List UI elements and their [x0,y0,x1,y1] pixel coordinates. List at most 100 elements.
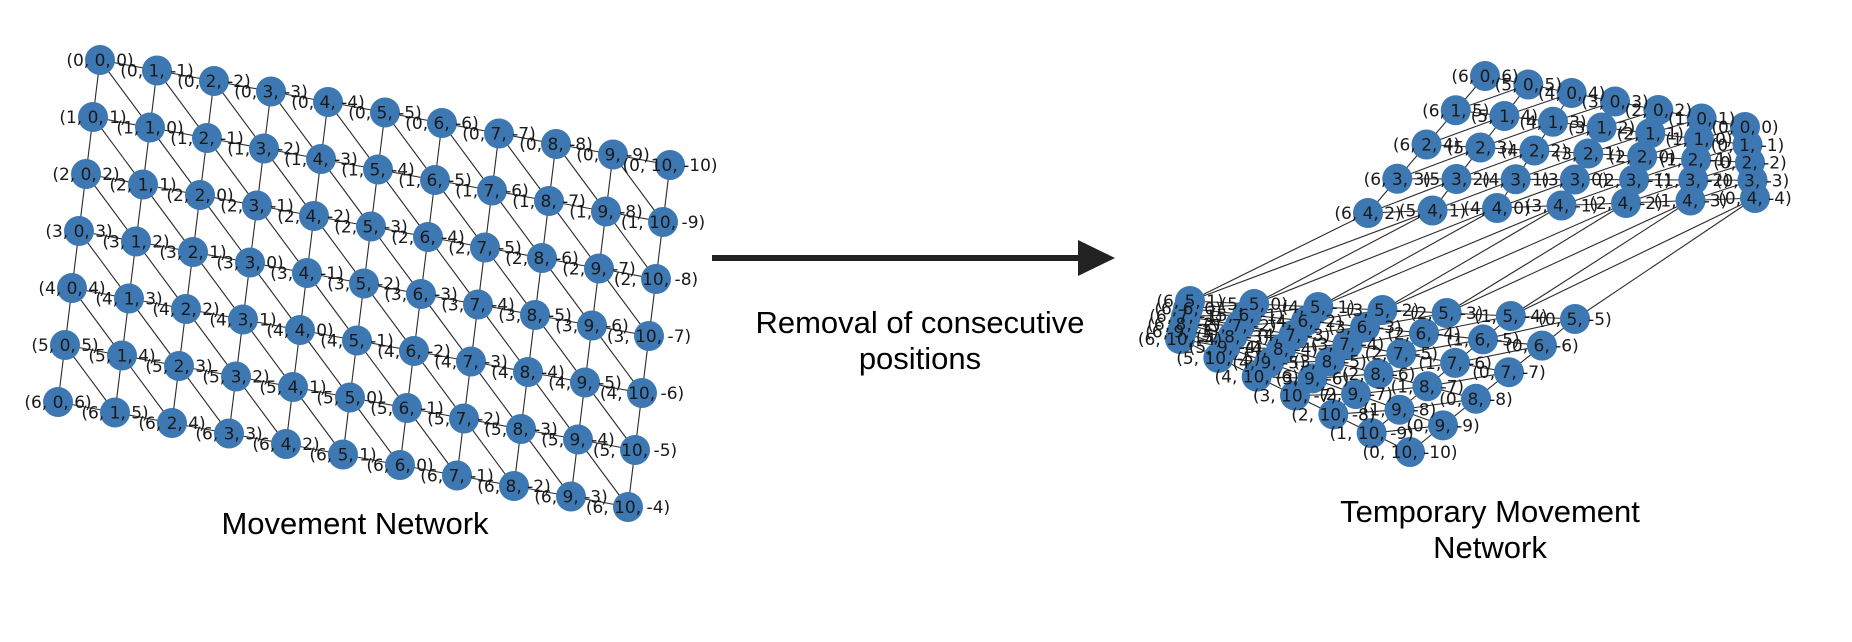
node-label: (3, 4, -1) [270,264,343,284]
movement-network-nodes [43,45,685,522]
node-label: (1, 4, -3) [1654,192,1727,212]
node-label: (1, 9, -8) [569,203,642,223]
movement-network-caption: Movement Network [221,506,489,541]
node-label: (1, 7, -6) [1418,354,1491,374]
temporary-caption-line1: Temporary Movement [1340,494,1640,529]
movement-network-graph: (0, 0, 0)(0, 1, -1)(0, 2, -2)(0, 3, -3)(… [24,45,718,522]
node-label: (2, 7, -5) [1365,345,1438,365]
node-label: (4, 0, 4) [1538,84,1605,104]
graph-node [1619,164,1650,195]
graph-node [313,87,343,117]
node-label: (2, 10, -8) [1291,405,1375,425]
graph-node [1643,95,1674,125]
graph-node [570,367,600,398]
graph-node [1441,164,1472,194]
node-label: (0, 8, -8) [1439,390,1512,410]
graph-node [427,108,457,138]
graph-node [299,201,329,231]
temporary-network-nodes [1165,61,1770,467]
node-label: (2, 5, -3) [1410,304,1483,324]
graph-node [627,378,657,408]
movement-network-labels: (0, 0, 0)(0, 1, -1)(0, 2, -2)(0, 3, -3)(… [24,51,717,518]
graph-node [342,325,372,356]
graph-node [114,283,144,314]
node-label: (0, 9, -9) [576,146,649,166]
graph-node [178,237,208,267]
node-label: (5, 7, -2) [427,410,500,430]
node-label: (3, 2, 1) [159,243,226,263]
node-label: (4, 8, -4) [1245,340,1318,360]
graph-node [306,144,336,174]
graph-edge [1318,204,1562,308]
graph-node [1461,383,1491,414]
graph-node [1386,338,1417,369]
node-label: (4, 1, 3) [1519,113,1586,133]
node-label: (6, 10, -4) [586,498,670,518]
node-label: (4, 1, 3) [95,290,162,310]
graph-edge [1253,207,1498,305]
graph-node [171,294,201,324]
graph-node [121,226,151,257]
graph-node [1560,304,1590,334]
graph-node [164,351,194,381]
graph-node [256,76,286,107]
temporary-movement-network-graph: (0, 0, 0)(0, 1, -1)(0, 2, -2)(0, 3, -3)(… [1138,61,1792,467]
graph-node [1409,318,1439,349]
node-label: (5, 6, -1) [370,399,443,419]
graph-node [634,321,664,351]
node-label: (6, 10, -4) [1138,330,1222,350]
node-label: (3, 0, 3) [45,222,112,242]
node-label: (4, 7, -3) [1257,326,1330,346]
graph-node [50,330,80,360]
graph-node [1546,190,1577,221]
graph-node [1241,361,1272,392]
node-label: (1, 3, -2) [1657,171,1730,191]
node-label: (6, 6, 0) [1154,300,1221,320]
graph-node [541,129,571,159]
node-label: (5, 8, -3) [484,420,557,440]
node-label: (0, 4, -4) [291,93,364,113]
node-label: (1, 6, -5) [398,171,471,191]
node-label: (4, 8, -4) [491,363,564,383]
graph-node [1513,69,1544,100]
node-label: (3, 6, -3) [384,285,457,305]
graph-node [556,481,586,512]
node-label: (3, 0, 3) [1581,93,1648,113]
arrow-label-line1: Removal of consecutive [755,305,1085,340]
graph-node [292,258,322,288]
node-label: (0, 5, -5) [348,104,421,124]
node-label: (5, 6, -1) [1210,306,1283,326]
node-label: (5, 8, -3) [1196,327,1269,347]
node-label: (6, 8, -2) [1147,315,1220,335]
graph-node [620,435,650,465]
node-label: (4, 4, 0) [266,321,333,341]
graph-node [442,460,472,491]
node-label: (5, 0, 5) [1495,76,1562,96]
arrow-head [1078,240,1115,276]
node-label: (0, 9, -9) [1406,416,1479,436]
node-label: (3, 10, -7) [607,327,691,347]
node-label: (4, 3, 1) [1482,170,1549,190]
graph-node [563,424,593,455]
graph-node [1428,410,1458,441]
node-label: (6, 7, -1) [420,467,493,487]
node-label: (3, 5, -2) [327,275,400,295]
node-label: (2, 3, -1) [1597,171,1670,191]
node-label: (1, 2, -1) [1659,151,1732,171]
graph-node [520,300,550,330]
node-label: (0, 2, -2) [177,72,250,92]
graph-node [477,175,507,206]
node-label: (0, 0, 0) [1711,118,1778,138]
node-label: (1, 4, -3) [284,150,357,170]
node-label: (2, 2, 0) [166,186,233,206]
node-label: (4, 10, -6) [1215,368,1299,388]
graph-node [1165,324,1195,354]
node-label: (4, 10, -6) [600,384,684,404]
node-label: (4, 0, 4) [38,279,105,299]
node-label: (0, 3, -3) [234,83,307,103]
node-label: (5, 1, 4) [88,347,155,367]
node-label: (0, 4, -4) [1718,189,1791,209]
node-label: (5, 0, 5) [31,336,98,356]
node-label: (2, 8, -6) [1342,365,1415,385]
graph-node [456,346,486,377]
